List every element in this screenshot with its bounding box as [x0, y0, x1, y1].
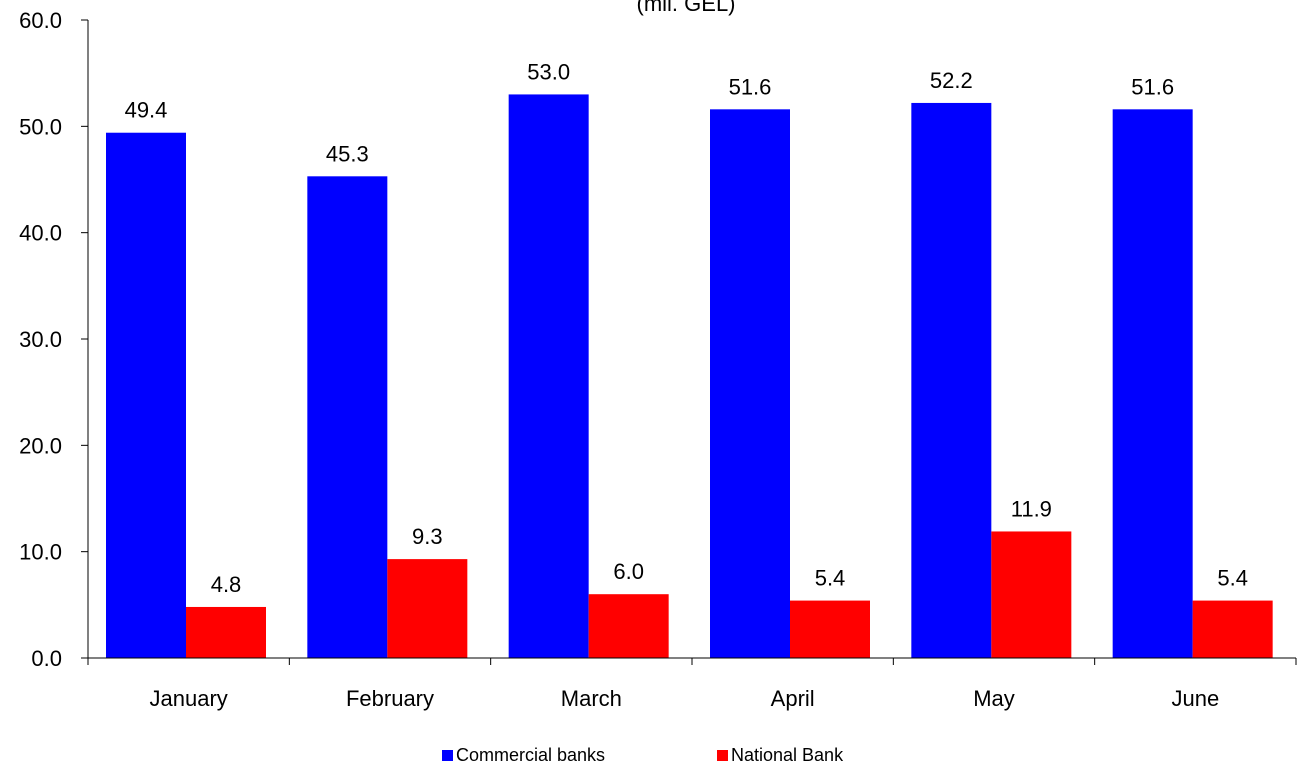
data-label: 6.0: [613, 559, 644, 584]
data-label: 53.0: [527, 59, 570, 84]
bar-commercial-banks-february: [307, 176, 388, 658]
y-tick-label: 30.0: [19, 327, 62, 352]
y-tick-label: 60.0: [19, 8, 62, 33]
legend: Commercial banks National Bank: [442, 745, 844, 765]
data-label: 51.6: [1131, 74, 1174, 99]
bar-national-bank-april: [790, 600, 870, 658]
legend-commercial-banks-label: Commercial banks: [456, 745, 605, 765]
x-tick-label-march: March: [561, 686, 622, 711]
bar-commercial-banks-march: [508, 94, 589, 658]
data-label: 9.3: [412, 524, 443, 549]
legend-national-bank-label: National Bank: [731, 745, 844, 765]
bar-national-bank-june: [1192, 600, 1273, 658]
x-tick-label-june: June: [1171, 686, 1219, 711]
y-tick-label: 0.0: [31, 646, 62, 671]
x-tick-label-april: April: [771, 686, 815, 711]
bars-group: [106, 94, 1273, 659]
x-tick-label-february: February: [346, 686, 434, 711]
bar-national-bank-may: [991, 531, 1072, 658]
bar-commercial-banks-june: [1112, 109, 1193, 658]
chart-subtitle: (mil. GEL): [637, 0, 736, 16]
legend-national-bank-swatch: [717, 750, 728, 761]
data-label: 5.4: [815, 566, 846, 591]
y-tick-label: 40.0: [19, 221, 62, 246]
x-tick-label-january: January: [150, 686, 228, 711]
bar-national-bank-march: [588, 594, 669, 658]
bar-national-bank-january: [186, 606, 266, 658]
x-tick-label-may: May: [973, 686, 1015, 711]
bar-national-bank-february: [387, 559, 468, 658]
data-label: 5.4: [1217, 566, 1248, 591]
data-label: 4.8: [211, 572, 242, 597]
y-tick-label: 50.0: [19, 114, 62, 139]
bar-commercial-banks-may: [911, 102, 992, 658]
data-label: 49.4: [125, 98, 168, 123]
bar-commercial-banks-january: [106, 132, 186, 659]
y-tick-label: 10.0: [19, 540, 62, 565]
bar-commercial-banks-april: [710, 109, 790, 658]
data-label: 52.2: [930, 68, 973, 93]
data-label: 45.3: [326, 141, 369, 166]
y-tick-label: 20.0: [19, 433, 62, 458]
data-labels-group: 49.4 4.8 45.3 9.3 53.0 6.0 51.6 5.4 52.2 11.9 51.6…: [125, 59, 1248, 597]
data-label: 11.9: [1011, 496, 1052, 521]
legend-commercial-banks-swatch: [442, 750, 453, 761]
axes-group: 0.0 10.0 20.0 30.0 40.0 50.0 60.0 January Februa…: [19, 8, 1297, 711]
data-label: 51.6: [729, 74, 772, 99]
